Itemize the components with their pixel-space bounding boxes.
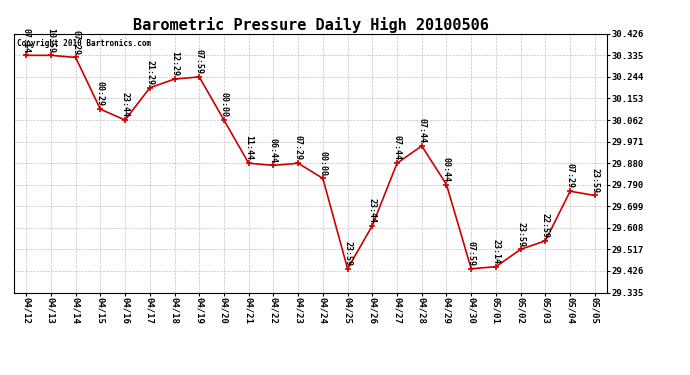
Text: 00:29: 00:29	[96, 81, 105, 106]
Text: 23:44: 23:44	[368, 198, 377, 223]
Text: 23:59: 23:59	[343, 241, 352, 266]
Text: 07:14: 07:14	[21, 27, 30, 53]
Text: 07:29: 07:29	[294, 135, 303, 160]
Title: Barometric Pressure Daily High 20100506: Barometric Pressure Daily High 20100506	[132, 16, 489, 33]
Text: 00:00: 00:00	[219, 92, 228, 117]
Text: 11:44: 11:44	[244, 135, 253, 160]
Text: 00:00: 00:00	[318, 151, 327, 176]
Text: 22:59: 22:59	[541, 213, 550, 238]
Text: 00:44: 00:44	[442, 157, 451, 182]
Text: 23:14: 23:14	[491, 239, 500, 264]
Text: 21:29: 21:29	[146, 60, 155, 85]
Text: 23:44: 23:44	[121, 92, 130, 117]
Text: 06:44: 06:44	[269, 138, 278, 163]
Text: 07:29: 07:29	[566, 164, 575, 189]
Text: 23:59: 23:59	[516, 222, 525, 246]
Text: Copyright 2010 Bartronics.com: Copyright 2010 Bartronics.com	[17, 39, 151, 48]
Text: 07:59: 07:59	[466, 241, 475, 266]
Text: 07:29: 07:29	[71, 30, 80, 55]
Text: 12:29: 12:29	[170, 51, 179, 76]
Text: 23:59: 23:59	[591, 168, 600, 193]
Text: 07:44: 07:44	[417, 118, 426, 143]
Text: 10:59: 10:59	[46, 27, 55, 53]
Text: 07:59: 07:59	[195, 49, 204, 74]
Text: 07:44: 07:44	[393, 135, 402, 160]
